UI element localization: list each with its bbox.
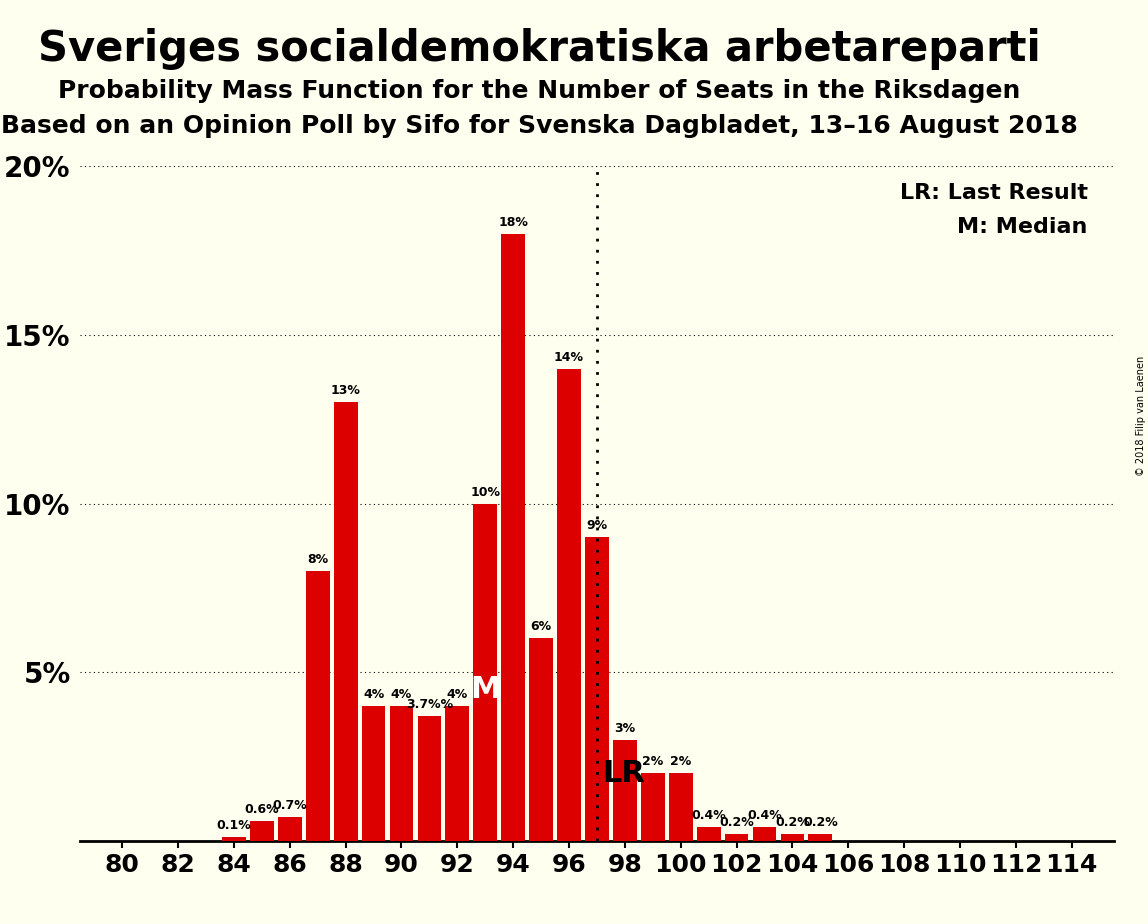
- Bar: [362, 706, 386, 841]
- Text: 4%: 4%: [363, 687, 385, 701]
- Bar: [389, 706, 413, 841]
- Bar: [697, 827, 721, 841]
- Text: 2%: 2%: [642, 755, 664, 769]
- Text: LR: LR: [603, 759, 645, 788]
- Bar: [557, 369, 581, 841]
- Text: 8%: 8%: [308, 553, 328, 566]
- Bar: [418, 716, 441, 841]
- Text: 6%: 6%: [530, 620, 552, 634]
- Text: 3.7%%: 3.7%%: [406, 698, 453, 711]
- Text: 18%: 18%: [498, 215, 528, 229]
- Text: M: Median: M: Median: [957, 217, 1087, 237]
- Text: 0.4%: 0.4%: [691, 809, 726, 822]
- Bar: [724, 834, 748, 841]
- Bar: [445, 706, 470, 841]
- Bar: [808, 834, 832, 841]
- Text: 10%: 10%: [471, 485, 501, 499]
- Bar: [641, 773, 665, 841]
- Text: 0.7%: 0.7%: [272, 799, 308, 812]
- Text: 0.2%: 0.2%: [775, 816, 809, 829]
- Text: 2%: 2%: [670, 755, 691, 769]
- Text: Based on an Opinion Poll by Sifo for Svenska Dagbladet, 13–16 August 2018: Based on an Opinion Poll by Sifo for Sve…: [1, 114, 1078, 138]
- Text: Sveriges socialdemokratiska arbetareparti: Sveriges socialdemokratiska arbetarepart…: [38, 28, 1041, 69]
- Text: Probability Mass Function for the Number of Seats in the Riksdagen: Probability Mass Function for the Number…: [59, 79, 1021, 103]
- Text: 4%: 4%: [447, 687, 468, 701]
- Text: 3%: 3%: [614, 722, 636, 735]
- Text: 14%: 14%: [554, 350, 584, 364]
- Bar: [473, 504, 497, 841]
- Text: 0.2%: 0.2%: [719, 816, 754, 829]
- Bar: [278, 817, 302, 841]
- Text: © 2018 Filip van Laenen: © 2018 Filip van Laenen: [1135, 356, 1146, 476]
- Bar: [613, 739, 637, 841]
- Text: 0.1%: 0.1%: [217, 820, 251, 833]
- Bar: [334, 403, 357, 841]
- Text: LR: Last Result: LR: Last Result: [900, 183, 1087, 203]
- Bar: [529, 638, 553, 841]
- Bar: [669, 773, 692, 841]
- Bar: [753, 827, 776, 841]
- Bar: [305, 571, 329, 841]
- Text: M: M: [470, 675, 501, 703]
- Text: 9%: 9%: [587, 519, 607, 532]
- Bar: [250, 821, 273, 841]
- Text: 4%: 4%: [390, 687, 412, 701]
- Bar: [781, 834, 805, 841]
- Text: 0.6%: 0.6%: [245, 803, 279, 816]
- Text: 0.4%: 0.4%: [747, 809, 782, 822]
- Bar: [585, 538, 608, 841]
- Bar: [222, 837, 246, 841]
- Text: 13%: 13%: [331, 384, 360, 397]
- Text: 0.2%: 0.2%: [802, 816, 838, 829]
- Bar: [502, 234, 525, 841]
